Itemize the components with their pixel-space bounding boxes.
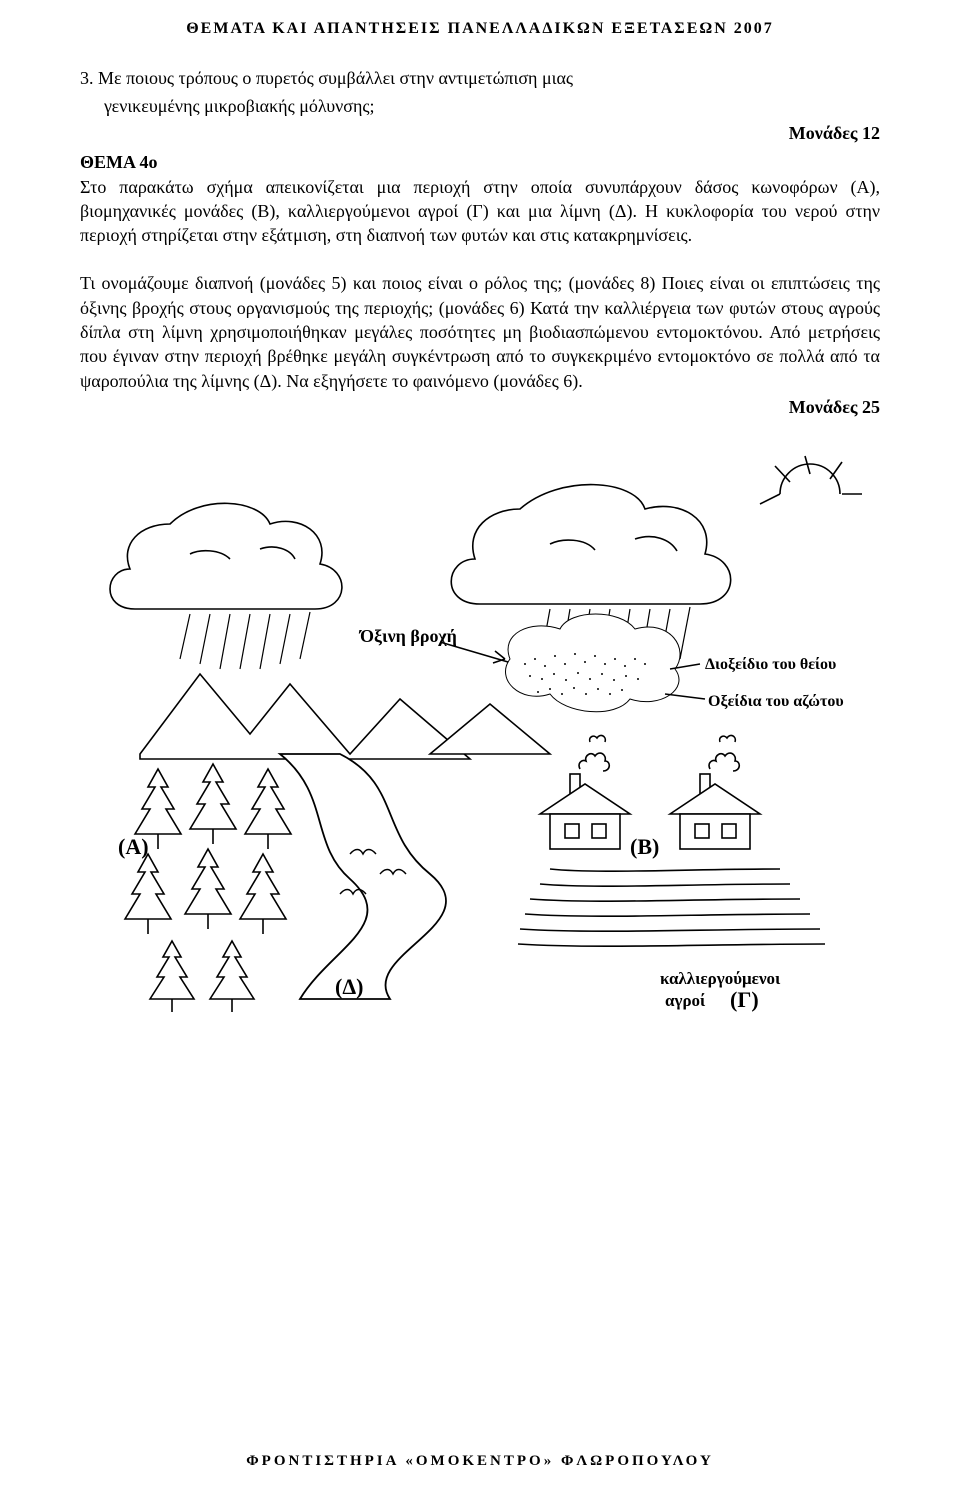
label-B: (B) [630, 834, 659, 859]
cloud-right-icon [451, 485, 730, 604]
nox-label: Οξείδια του αζώτου [708, 693, 844, 710]
nox-pointer [665, 694, 705, 699]
so2-label: Διοξείδιο του θείου [705, 656, 836, 673]
river-icon [280, 754, 446, 999]
diagram: Όξινη βροχή Διοξείδιο του θείου Οξείδια … [80, 454, 880, 1014]
rain-left-icon [180, 612, 310, 669]
page-footer: ΦΡΟΝΤΙΣΤΗΡΙΑ «ΟΜΟΚΕΝΤΡΟ» ΦΛΩΡΟΠΟΥΛΟΥ [0, 1453, 960, 1470]
pollution-cloud-icon [506, 614, 681, 712]
points-25: Μονάδες 25 [80, 397, 880, 418]
mountains-icon [140, 674, 550, 759]
factories-icon [540, 735, 760, 849]
crops-label-2: αγροί [665, 991, 706, 1010]
q3-number: 3. [80, 68, 94, 88]
sun-icon [760, 456, 862, 504]
label-G: (Γ) [730, 987, 759, 1012]
q3-text-line1: Με ποιους τρόπους ο πυρετός συμβάλλει στ… [98, 68, 573, 88]
question-3: 3. Με ποιους τρόπους ο πυρετός συμβάλλει… [80, 66, 880, 90]
q3-text-line2: γενικευμένης μικροβιακής μόλυνσης; [80, 94, 880, 118]
cloud-left-icon [110, 503, 342, 609]
crops-label-1: καλλιεργούμενοι [660, 969, 781, 988]
label-D: (Δ) [335, 974, 363, 999]
theme-4: ΘΕΜΑ 4ο [80, 152, 880, 173]
intro-paragraph: Στο παρακάτω σχήμα απεικονίζεται μια περ… [80, 175, 880, 248]
points-12: Μονάδες 12 [80, 123, 880, 144]
acid-rain-label: Όξινη βροχή [358, 626, 457, 647]
page-header: ΘΕΜΑΤΑ ΚΑΙ ΑΠΑΝΤΗΣΕΙΣ ΠΑΝΕΛΛΑΔΙΚΩΝ ΕΞΕΤΑ… [80, 20, 880, 38]
questions-paragraph: Τι ονομάζουμε διαπνοή (μονάδες 5) και πο… [80, 271, 880, 392]
forest-icon [125, 764, 291, 1012]
label-A: (A) [118, 834, 149, 859]
crops-icon [518, 869, 825, 946]
